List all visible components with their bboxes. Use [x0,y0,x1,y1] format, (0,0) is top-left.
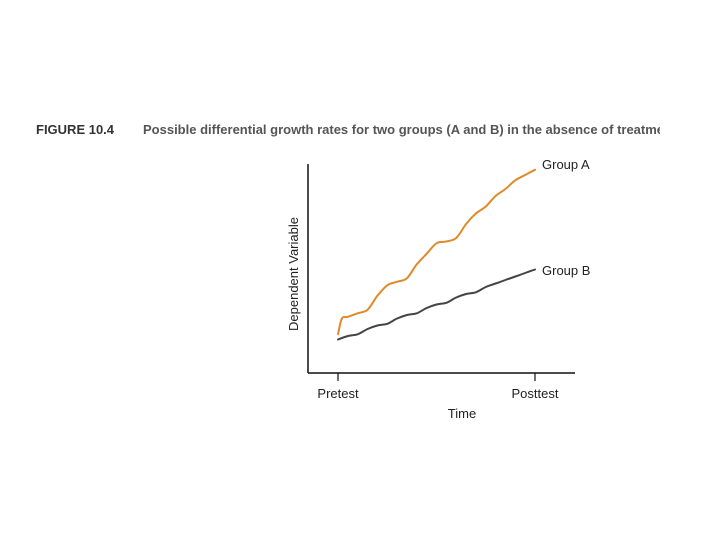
series-label-group-a: Group A [542,157,590,172]
x-tick-label-posttest: Posttest [512,386,559,401]
figure-caption: Possible differential growth rates for t… [143,122,660,137]
series-line-group-b [337,268,536,341]
series-label-group-b: Group B [542,263,590,278]
figure-label: FIGURE 10.4 [36,122,115,137]
x-tick-label-pretest: Pretest [317,386,359,401]
x-axis-label: Time [448,406,476,421]
series-line-group-a [337,168,536,336]
y-axis-label: Dependent Variable [286,217,301,331]
